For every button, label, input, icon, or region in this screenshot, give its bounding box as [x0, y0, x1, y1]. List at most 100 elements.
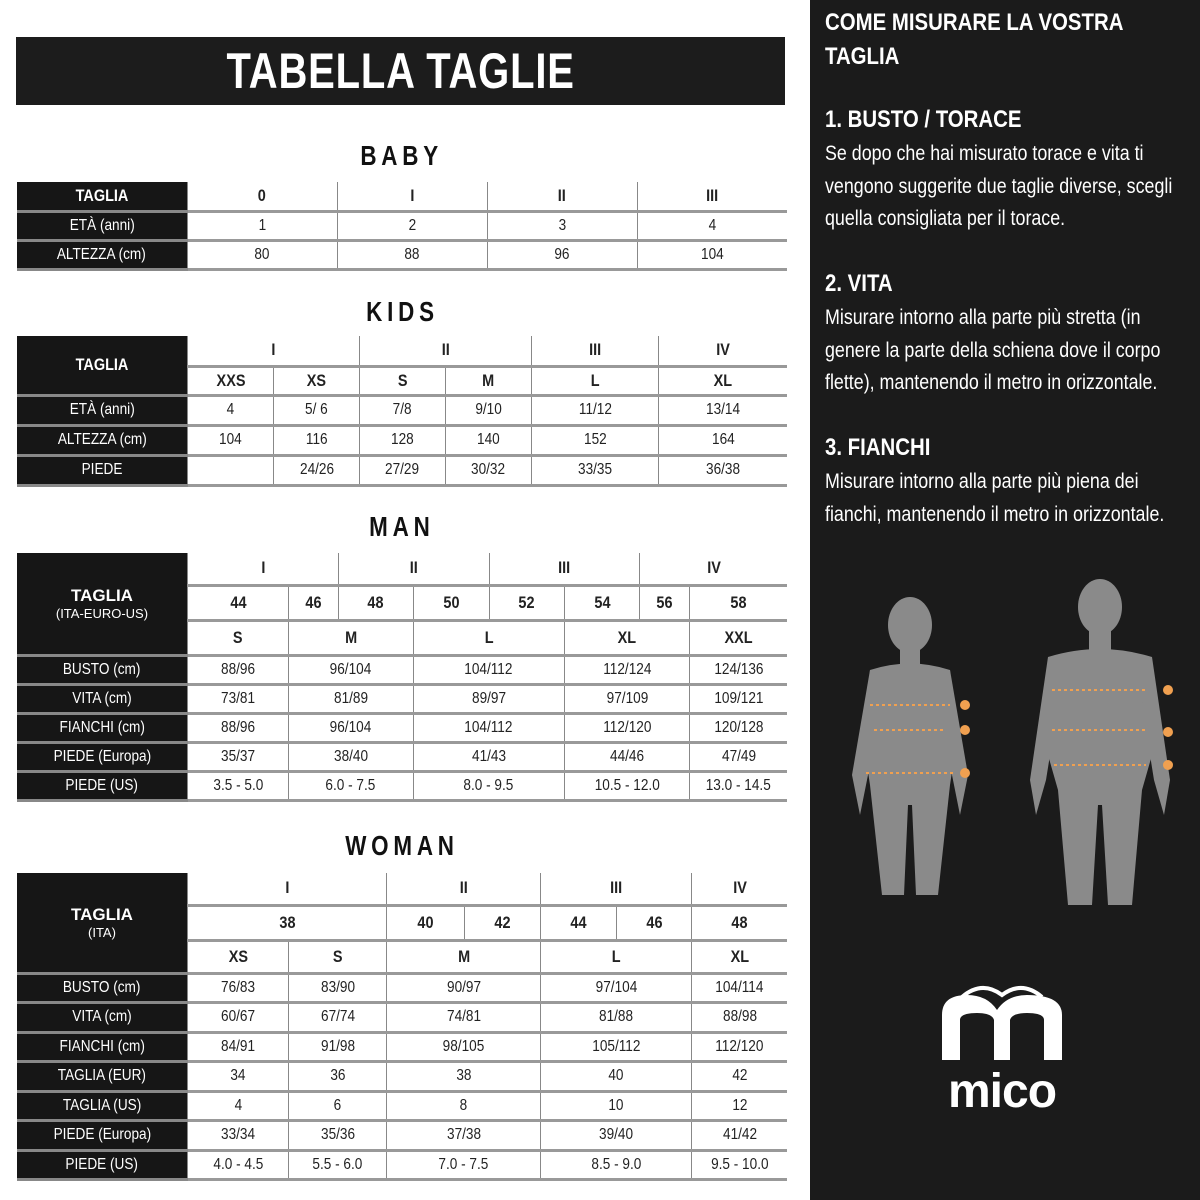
- value-cell: 10.5 - 12.0: [563, 771, 690, 802]
- taglia-subtitle: (ITA-EURO-US): [55, 605, 149, 621]
- value-cell-text: 112/124: [602, 660, 652, 678]
- value-cell: 104/112: [412, 655, 565, 686]
- group-cell-text: IV: [732, 878, 747, 898]
- value-cell-text: 6: [334, 1096, 342, 1114]
- value-cell: 112/120: [563, 713, 690, 744]
- size-cell-text: S: [397, 370, 408, 390]
- table-row: ETÀ (anni) 1 2 3 4: [17, 211, 787, 242]
- row-label: TAGLIA (EUR): [17, 1061, 188, 1093]
- value-cell-text: 9/10: [474, 401, 502, 418]
- row-label: PIEDE (US): [17, 1150, 188, 1181]
- taglia-label: TAGLIA (ITA): [17, 873, 188, 975]
- row-label: ETÀ (anni): [17, 395, 188, 427]
- value-cell-text: 60/67: [221, 1008, 256, 1026]
- male-silhouette: [1030, 579, 1170, 905]
- value-cell: 91/98: [288, 1032, 387, 1063]
- baby-size-table: TAGLIA 0 I II III ETÀ (anni) 1 2 3 4 ALTEZZA (cm) 8…: [17, 182, 787, 271]
- row-label: ALTEZZA (cm): [17, 425, 188, 457]
- value-cell-text: 88/98: [722, 1008, 757, 1026]
- row-label-text: PIEDE (Europa): [53, 747, 151, 765]
- man-size-table: TAGLIA (ITA-EURO-US) I II III IV 44 46 48 50 52 54 5…: [17, 553, 787, 802]
- group-cell: I: [186, 336, 360, 368]
- value-cell: 12: [691, 1091, 787, 1122]
- table-row: TAGLIA (US) 4 6 8 10 12: [17, 1091, 787, 1122]
- value-cell-text: 35/36: [320, 1126, 355, 1144]
- value-cell-text: 37/38: [446, 1126, 481, 1144]
- size-number-cell: 38: [186, 905, 387, 942]
- value-cell: 88/98: [691, 1002, 787, 1034]
- size-cell-text: XL: [713, 370, 733, 390]
- mico-logo: mico: [932, 975, 1072, 1116]
- value-cell-text: 140: [476, 431, 500, 448]
- group-cell-text: IV: [716, 340, 730, 360]
- size-number-cell-text: 58: [730, 592, 747, 612]
- value-cell: 104/112: [412, 713, 565, 744]
- row-label: VITA (cm): [17, 684, 188, 715]
- value-cell-text: 116: [305, 431, 328, 448]
- value-cell: 124/136: [689, 655, 787, 686]
- row-label: PIEDE (US): [17, 771, 188, 802]
- value-cell: 11/12: [530, 395, 659, 427]
- row-label: ETÀ (anni): [17, 211, 187, 242]
- size-number-cell: 50: [412, 585, 490, 622]
- value-cell-text: 27/29: [385, 461, 420, 478]
- value-cell-text: 109/121: [714, 689, 764, 707]
- value-cell: 39/40: [539, 1120, 692, 1152]
- row-label-text: PIEDE (Europa): [53, 1126, 151, 1144]
- row-label-text: TAGLIA (US): [62, 1096, 142, 1114]
- value-cell: 5.5 - 6.0: [288, 1150, 387, 1181]
- size-number-cell-text: 54: [593, 592, 611, 612]
- taglia-label: TAGLIA (ITA-EURO-US): [17, 553, 188, 657]
- group-cell: I: [186, 553, 339, 587]
- value-cell-text: 84/91: [221, 1037, 256, 1055]
- value-cell: 112/124: [563, 655, 690, 686]
- value-cell: 3: [486, 211, 637, 242]
- size-cell: I: [336, 182, 487, 213]
- size-number-cell: 40: [386, 905, 465, 942]
- table-row: TAGLIA 0 I II III: [17, 182, 787, 213]
- value-cell: 47/49: [689, 742, 787, 773]
- size-cell: S: [359, 366, 446, 397]
- man-heading-text: MAN: [369, 511, 435, 542]
- value-cell: 37/38: [386, 1120, 541, 1152]
- value-cell-text: 97/109: [606, 689, 648, 707]
- value-cell: 152: [530, 425, 659, 457]
- size-number-cell-text: 44: [229, 592, 247, 612]
- value-cell: 1: [186, 211, 337, 242]
- size-cell-text: L: [611, 946, 621, 966]
- value-cell: 5/ 6: [273, 395, 360, 427]
- table-row: ETÀ (anni) 4 5/ 6 7/8 9/10 11/12 13/14: [17, 395, 787, 427]
- page-title: TABELLA TAGLIE: [16, 37, 785, 105]
- guide-heading-fianchi: 3. FIANCHI: [825, 434, 931, 461]
- table-row: PIEDE (US) 3.5 - 5.0 6.0 - 7.5 8.0 - 9.5 10.…: [17, 771, 787, 802]
- size-cell: M: [288, 620, 413, 657]
- size-number-cell: 48: [338, 585, 413, 622]
- value-cell-text: 73/81: [221, 689, 256, 707]
- guide-text-fianchi: Misurare intorno alla parte più piena de…: [825, 470, 1165, 526]
- value-cell: 7.0 - 7.5: [386, 1150, 541, 1181]
- row-label-text: PIEDE (US): [65, 776, 139, 794]
- value-cell: 38: [386, 1061, 541, 1093]
- woman-size-table: TAGLIA (ITA) I II III IV 38 40 42 44 46 48 XS S M L XL BU…: [17, 873, 787, 1181]
- guide-text-vita: Misurare intorno alla parte più stretta …: [825, 306, 1161, 394]
- value-cell-text: 112/120: [602, 718, 652, 736]
- value-cell: 38/40: [288, 742, 413, 773]
- measure-guide-panel: COME MISURARE LA VOSTRA TAGLIA 1. BUSTO …: [810, 0, 1200, 1200]
- size-cell-text: 0: [257, 185, 267, 205]
- row-label-text: PIEDE (US): [65, 1155, 139, 1173]
- size-cell: XL: [563, 620, 690, 657]
- row-label: TAGLIA: [17, 182, 187, 213]
- size-cell: XS: [273, 366, 360, 397]
- value-cell-text: 1: [258, 216, 266, 234]
- value-cell: 6.0 - 7.5: [288, 771, 413, 802]
- table-row: ALTEZZA (cm) 104 116 128 140 152 164: [17, 425, 787, 457]
- group-cell-text: IV: [706, 558, 721, 578]
- size-cell: XXL: [689, 620, 787, 657]
- measure-lines: [866, 689, 1148, 774]
- row-label: BUSTO (cm): [17, 973, 188, 1004]
- value-cell: 104: [636, 240, 787, 271]
- value-cell: 80: [186, 240, 337, 271]
- row-label-text: BUSTO (cm): [63, 660, 141, 678]
- value-cell-text: 88: [404, 245, 420, 263]
- row-label-text: FIANCHI (cm): [59, 1037, 145, 1055]
